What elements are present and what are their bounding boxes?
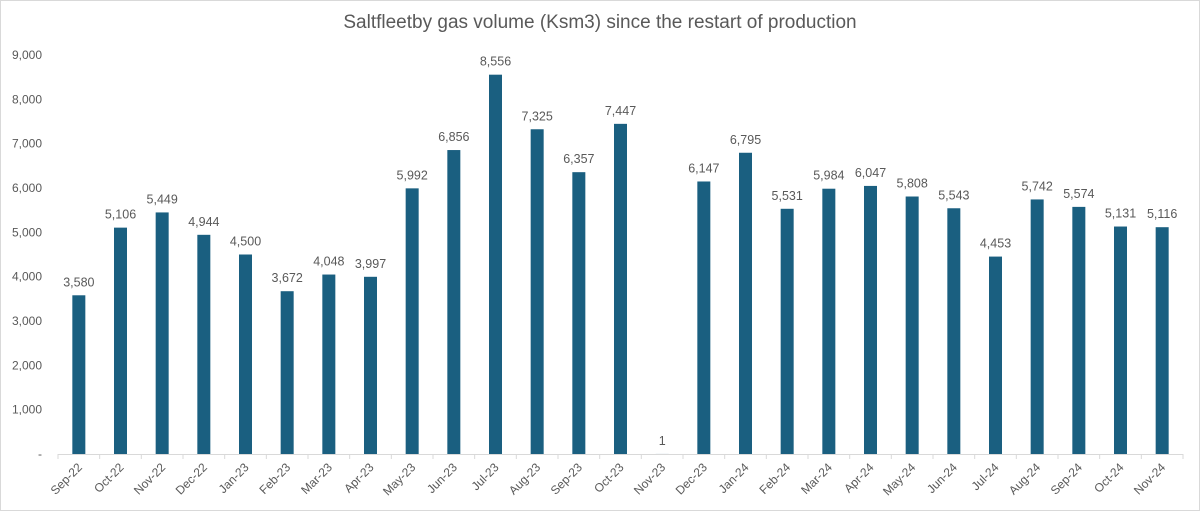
data-label: 3,997	[355, 257, 386, 271]
x-tick-label: Feb-23	[256, 460, 293, 497]
y-tick-label: 2,000	[12, 358, 42, 372]
y-tick-label: 6,000	[12, 181, 42, 195]
data-label: 5,574	[1063, 187, 1094, 201]
bar	[489, 74, 502, 455]
bar	[114, 227, 127, 454]
data-label: 5,106	[105, 208, 136, 222]
bar	[1072, 206, 1086, 454]
x-tick-label: Dec-22	[173, 460, 210, 497]
x-tick-label: Sep-24	[1048, 460, 1085, 497]
bar	[364, 276, 377, 454]
bar	[822, 188, 836, 454]
bar	[155, 212, 169, 454]
y-tick-label: 9,000	[12, 48, 42, 62]
bar	[572, 172, 586, 454]
data-label: 6,047	[855, 166, 886, 180]
bar	[280, 291, 294, 454]
bar	[614, 123, 627, 454]
bars	[72, 74, 1169, 455]
data-label: 5,808	[897, 177, 928, 191]
data-label: 7,325	[522, 109, 553, 123]
bar	[1114, 226, 1127, 454]
x-tick-label: Mar-24	[798, 460, 835, 497]
data-label: 5,742	[1022, 179, 1053, 193]
data-label: 4,500	[230, 235, 261, 249]
x-tick-label: Aug-23	[506, 460, 543, 497]
data-label: 5,531	[772, 189, 803, 203]
x-tick-label: Jul-24	[969, 460, 1002, 493]
data-label: 6,856	[438, 130, 469, 144]
y-tick-label: 8,000	[12, 92, 42, 106]
bar	[405, 188, 419, 454]
data-label: 8,556	[480, 55, 511, 69]
data-label: 3,580	[63, 275, 94, 289]
x-tick-label: Sep-23	[548, 460, 585, 497]
y-tick-label: 4,000	[12, 270, 42, 284]
data-label: 4,048	[313, 255, 344, 269]
chart-title: Saltfleetby gas volume (Ksm3) since the …	[343, 12, 857, 33]
data-label: 5,984	[813, 169, 844, 183]
bar	[697, 181, 711, 454]
data-label: 6,357	[563, 152, 594, 166]
data-label: 5,543	[938, 188, 969, 202]
data-label: 6,795	[730, 133, 761, 147]
x-tick-label: Oct-24	[1091, 460, 1127, 496]
x-tick-label: Jun-24	[924, 460, 960, 496]
bar	[739, 152, 752, 454]
bar	[530, 129, 544, 454]
x-tick-label: May-23	[380, 460, 418, 498]
data-label: 5,992	[397, 168, 428, 182]
x-tick-label: Mar-23	[298, 460, 335, 497]
bar	[1155, 227, 1169, 454]
bar	[947, 208, 961, 454]
bar	[72, 295, 86, 454]
data-label: 7,447	[605, 104, 636, 118]
y-tick-label: 7,000	[12, 137, 42, 151]
x-tick-label: May-24	[880, 460, 918, 498]
y-tick-label: 1,000	[12, 403, 42, 417]
x-tick-label: Apr-24	[841, 460, 877, 496]
bar	[239, 254, 252, 454]
x-tick-label: Jun-23	[424, 460, 460, 496]
x-tick-label: Oct-22	[91, 460, 127, 496]
x-tick-label: Nov-23	[631, 460, 668, 497]
x-tick-label: Nov-22	[131, 460, 168, 497]
bar	[197, 234, 211, 454]
bar	[447, 150, 461, 454]
x-tick-label: Feb-24	[756, 460, 793, 497]
bar	[780, 208, 794, 454]
y-tick-label: 3,000	[12, 314, 42, 328]
x-tick-label: Aug-24	[1006, 460, 1043, 497]
x-tick-label: Apr-23	[341, 460, 377, 496]
bar	[864, 185, 877, 455]
data-labels: 3,580 5,106 5,449 4,944 4,500 3,672 4,048 3,997…	[63, 55, 1177, 448]
bar	[989, 256, 1002, 454]
x-tick-label: Nov-24	[1131, 460, 1168, 497]
y-tick-label: 5,000	[12, 225, 42, 239]
bar	[1030, 199, 1044, 454]
y-tick-label: -	[38, 447, 42, 461]
x-tick-label: Sep-22	[48, 460, 85, 497]
data-label: 4,453	[980, 237, 1011, 251]
x-tick-label: Jan-24	[716, 460, 752, 496]
bar	[322, 274, 336, 454]
data-label: 5,449	[147, 192, 178, 206]
x-tick-label: Jan-23	[216, 460, 252, 496]
data-label: 4,944	[188, 215, 219, 229]
y-axis: - 1,000 2,000 3,000 4,000 5,000 6,000 7,000 8,00…	[12, 48, 42, 461]
x-tick-label: Oct-23	[591, 460, 627, 496]
x-axis: Sep-22 Oct-22 Nov-22 Dec-22 Jan-23 Feb-23 Mar-…	[48, 454, 1184, 498]
data-label: 1	[659, 434, 666, 448]
x-tick-label: Dec-23	[673, 460, 710, 497]
data-label: 3,672	[272, 271, 303, 285]
bar	[905, 196, 919, 454]
data-label: 5,116	[1147, 207, 1177, 221]
data-label: 6,147	[688, 161, 719, 175]
x-tick-label: Jul-23	[469, 460, 502, 493]
data-label: 5,131	[1105, 207, 1136, 221]
